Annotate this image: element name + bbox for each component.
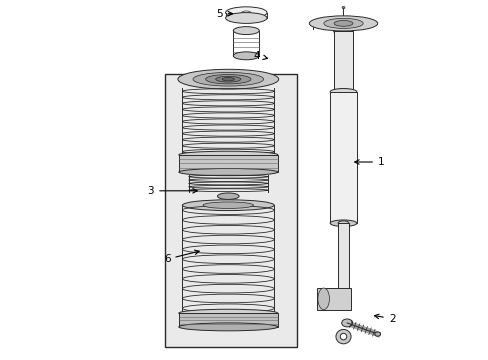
Ellipse shape: [340, 333, 346, 340]
Ellipse shape: [179, 323, 277, 331]
Text: 5: 5: [216, 9, 232, 19]
Bar: [333, 31, 353, 92]
Ellipse shape: [341, 319, 352, 327]
Ellipse shape: [337, 305, 348, 310]
Ellipse shape: [233, 52, 259, 60]
Text: 2: 2: [374, 314, 395, 324]
Ellipse shape: [233, 27, 259, 35]
Ellipse shape: [225, 7, 266, 18]
Ellipse shape: [182, 200, 274, 211]
Bar: [316, 288, 350, 310]
Bar: [337, 223, 348, 308]
Ellipse shape: [193, 72, 263, 86]
Ellipse shape: [335, 329, 350, 344]
Ellipse shape: [205, 75, 250, 84]
Ellipse shape: [333, 89, 353, 95]
Bar: [179, 313, 277, 327]
Ellipse shape: [342, 6, 344, 9]
Text: 6: 6: [163, 250, 199, 264]
Ellipse shape: [223, 203, 233, 208]
Ellipse shape: [179, 168, 277, 176]
Text: 1: 1: [354, 157, 384, 167]
Ellipse shape: [217, 193, 239, 199]
Ellipse shape: [179, 309, 277, 317]
Ellipse shape: [323, 18, 363, 28]
Ellipse shape: [225, 13, 266, 23]
Ellipse shape: [178, 69, 278, 89]
Ellipse shape: [329, 89, 356, 95]
Ellipse shape: [333, 28, 353, 34]
Text: 4: 4: [253, 51, 267, 61]
Ellipse shape: [241, 11, 250, 14]
Ellipse shape: [222, 78, 234, 81]
Ellipse shape: [309, 16, 377, 31]
Bar: [179, 155, 277, 172]
Ellipse shape: [317, 288, 329, 310]
Text: 3: 3: [147, 186, 197, 196]
Bar: [329, 92, 356, 223]
Ellipse shape: [203, 202, 253, 208]
Ellipse shape: [374, 332, 380, 336]
Ellipse shape: [215, 76, 241, 82]
Ellipse shape: [337, 221, 348, 225]
Ellipse shape: [329, 220, 356, 226]
Ellipse shape: [179, 151, 277, 158]
Bar: [165, 74, 296, 347]
Ellipse shape: [333, 21, 352, 26]
